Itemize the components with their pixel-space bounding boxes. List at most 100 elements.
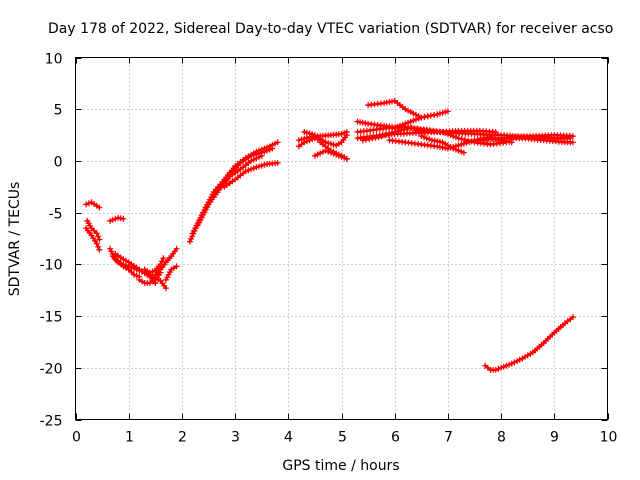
data-point (250, 165, 257, 172)
data-point (173, 245, 180, 252)
data-point (335, 151, 342, 158)
data-point (338, 131, 345, 137)
y-tick-label: -20 (40, 362, 63, 378)
x-tick-labels: 0 1 2 3 4 5 6 7 8 9 10 (72, 430, 617, 446)
data-point (398, 127, 405, 134)
x-tick-label: 9 (550, 430, 559, 446)
data-point (410, 117, 417, 124)
data-point (463, 139, 470, 146)
data-point (378, 133, 385, 140)
x-tick-label: 10 (600, 430, 618, 446)
data-point (272, 140, 278, 147)
data-point (495, 365, 502, 372)
data-point (303, 129, 310, 136)
series-arc-27 (418, 133, 467, 156)
data-point (250, 156, 257, 163)
data-point (112, 215, 119, 222)
series-arc-1 (83, 199, 103, 211)
series-arc-20 (317, 139, 350, 162)
data-point (95, 233, 102, 240)
data-point (191, 228, 198, 234)
data-point (394, 128, 401, 135)
data-point (569, 133, 576, 140)
series-arc-15 (221, 160, 281, 190)
data-point (93, 230, 100, 237)
data-point (264, 147, 270, 154)
data-point (401, 126, 408, 133)
series-arc-8 (136, 269, 164, 286)
data-point (468, 138, 475, 145)
data-point (83, 201, 90, 208)
grid-lines (75, 57, 608, 420)
data-point (415, 115, 422, 122)
y-axis-label: SDTVAR / TECUs (7, 182, 23, 297)
data-point (455, 135, 462, 142)
data-point (85, 200, 92, 207)
x-tick-label: 6 (391, 430, 400, 446)
data-point (458, 141, 465, 148)
series-line (196, 154, 263, 227)
data-point (444, 108, 451, 115)
data-point (95, 243, 102, 250)
x-axis-label: GPS time / hours (282, 458, 399, 474)
data-point (189, 233, 196, 240)
data-point (309, 131, 316, 138)
y-tick-label: -15 (40, 310, 63, 326)
data-point (418, 133, 425, 140)
plot-frame (75, 57, 608, 420)
x-tick-label: 7 (444, 430, 453, 446)
data-point (317, 150, 324, 157)
y-tick-label: 5 (54, 103, 63, 119)
data-point (372, 134, 379, 141)
data-point (274, 160, 281, 166)
data-point (569, 139, 576, 146)
y-tick-label: -5 (49, 207, 63, 223)
data-point (131, 271, 137, 278)
data-point (149, 268, 156, 275)
series-arc-10 (152, 245, 180, 278)
data-point (450, 133, 457, 140)
series-arc-18 (301, 129, 350, 149)
data-point (444, 131, 451, 137)
data-point (93, 240, 100, 247)
data-point (96, 236, 103, 243)
data-point (109, 216, 116, 223)
data-point (442, 109, 449, 116)
data-point (455, 147, 462, 154)
data-point (269, 145, 276, 152)
data-point (173, 263, 180, 270)
data-point (192, 225, 199, 232)
data-point (330, 148, 337, 155)
y-tick-label: -10 (40, 258, 63, 274)
data-point (450, 145, 457, 152)
data-point (330, 141, 337, 148)
x-tick-label: 2 (178, 430, 187, 446)
data-point (516, 356, 523, 363)
data-point (498, 364, 505, 371)
data-point (96, 246, 103, 253)
series-line (188, 147, 274, 243)
data-point (325, 140, 332, 147)
data-point (458, 136, 465, 142)
series-arc-5 (107, 245, 143, 280)
data-point (343, 132, 350, 139)
y-tick-label: -25 (40, 414, 63, 430)
data-point (160, 255, 167, 262)
data-point (245, 167, 252, 174)
data-point (421, 113, 428, 120)
series-arc-29 (508, 132, 576, 141)
data-point (343, 155, 350, 162)
data-point (96, 204, 103, 211)
data-point (492, 129, 499, 135)
data-point (120, 215, 127, 222)
data-point (410, 110, 417, 117)
series-arc-3 (84, 217, 103, 243)
x-tick-label: 3 (231, 430, 240, 446)
data-point (404, 125, 411, 132)
data-point (442, 130, 449, 136)
data-point (455, 142, 462, 149)
data-point (162, 285, 169, 292)
data-point (117, 260, 124, 267)
data-point (569, 314, 576, 321)
